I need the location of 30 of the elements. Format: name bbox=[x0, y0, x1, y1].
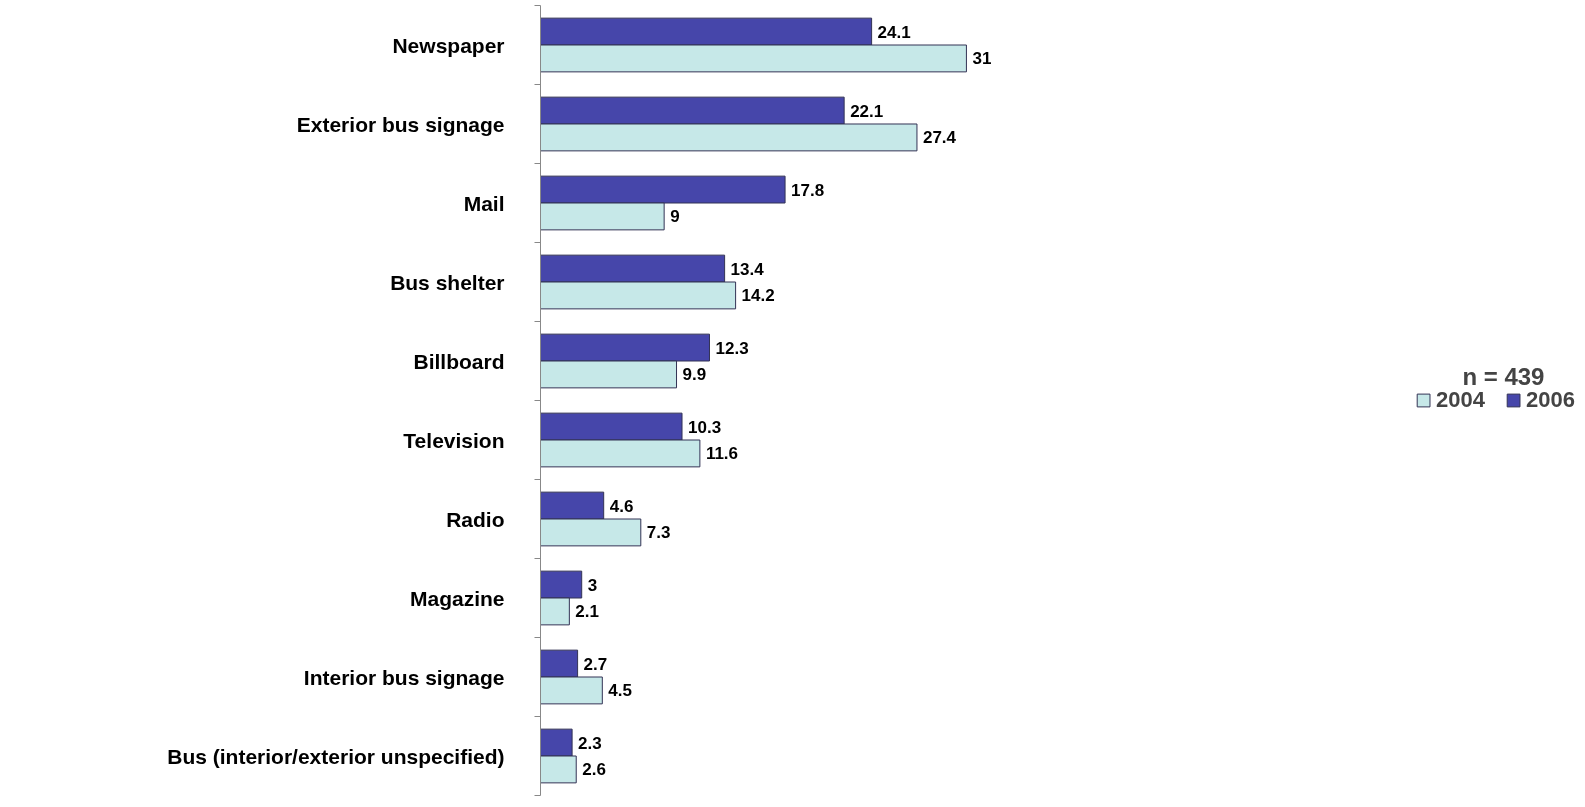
y-tick-label: Bus shelter bbox=[390, 270, 505, 294]
data-label: 2.1 bbox=[575, 602, 599, 622]
data-label: 3 bbox=[587, 575, 598, 595]
y-tick-label: Billboard bbox=[413, 349, 505, 373]
data-label: 9.9 bbox=[682, 365, 707, 385]
data-label: 14.2 bbox=[741, 286, 775, 306]
data-label: 4.5 bbox=[608, 681, 632, 701]
y-tick-label: Exterior bus signage bbox=[296, 112, 505, 136]
y-tick-label: Radio bbox=[446, 507, 505, 531]
y-tick-label: Television bbox=[403, 428, 505, 452]
data-label: 22.1 bbox=[850, 101, 884, 121]
data-label: 17.8 bbox=[791, 180, 825, 200]
data-label: 10.3 bbox=[688, 417, 722, 437]
y-tick-label: Newspaper bbox=[392, 33, 505, 57]
y-tick-label: Interior bus signage bbox=[303, 665, 505, 689]
data-label: 4.6 bbox=[609, 496, 634, 516]
data-label: 2.6 bbox=[582, 760, 606, 780]
data-label: 13.4 bbox=[730, 259, 765, 279]
data-label: 27.4 bbox=[922, 128, 957, 148]
data-label: 9 bbox=[670, 207, 680, 227]
y-tick-label: Bus (interior/exterior unspecified) bbox=[167, 744, 505, 768]
data-label: 24.1 bbox=[877, 22, 911, 42]
data-label: 12.3 bbox=[715, 338, 749, 358]
data-label: 31 bbox=[972, 49, 992, 69]
y-tick-label: Magazine bbox=[409, 586, 505, 610]
y-tick-label: Mail bbox=[463, 191, 505, 215]
data-label: 7.3 bbox=[646, 523, 671, 543]
data-label: 2.3 bbox=[578, 733, 602, 753]
data-label: 11.6 bbox=[705, 444, 739, 464]
data-label: 2.7 bbox=[583, 654, 608, 674]
